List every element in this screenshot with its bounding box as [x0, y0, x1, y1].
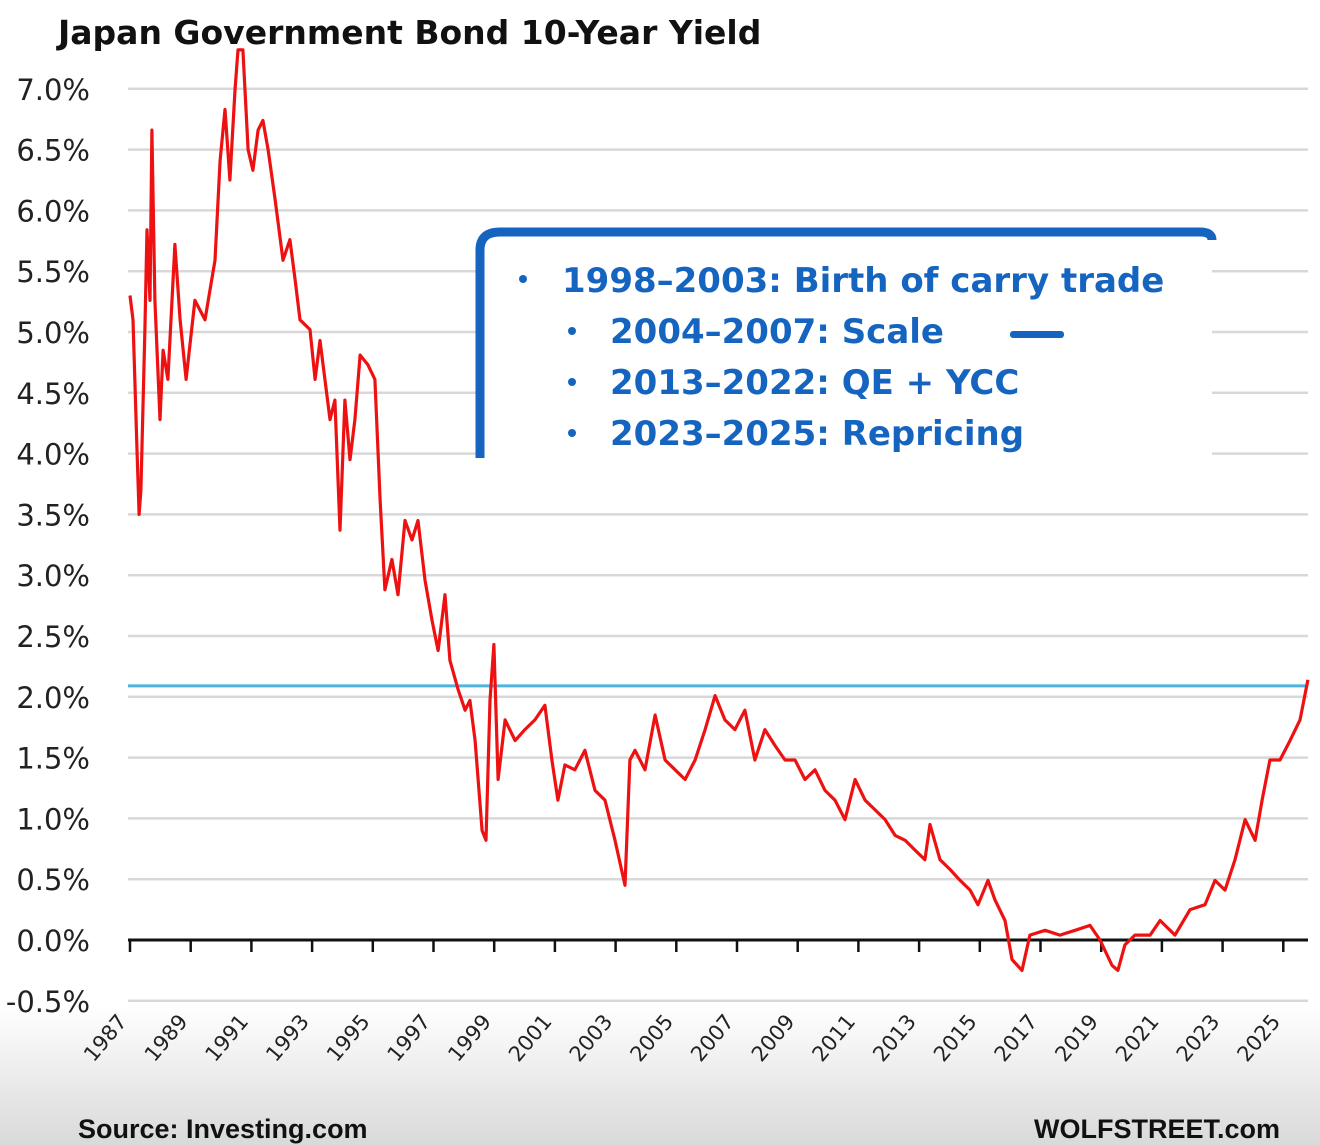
y-tick-label: 6.0% [16, 194, 90, 228]
y-tick-label: 0.0% [16, 924, 90, 958]
bullet-icon [519, 275, 527, 283]
annotation-box-border [475, 227, 1217, 458]
y-tick-label: 0.5% [16, 863, 90, 897]
annotation-item: 1998–2003: Birth of carry trade [562, 261, 1164, 301]
y-tick-label: 4.0% [16, 438, 90, 472]
source-label: Source: Investing.com [78, 1114, 368, 1144]
annotation-item: 2004–2007: Scale [610, 312, 944, 352]
y-tick-label: 3.0% [16, 559, 90, 593]
y-tick-label: 2.5% [16, 620, 90, 654]
y-tick-label: 1.5% [16, 742, 90, 776]
gridlines [128, 87, 1308, 1003]
y-tick-label: 5.0% [16, 316, 90, 350]
annotation-item: 2013–2022: QE + YCC [610, 363, 1019, 403]
y-tick-label: 2.0% [16, 681, 90, 715]
annotation-box: 1998–2003: Birth of carry trade 2004–200… [475, 227, 1217, 462]
chart-title: Japan Government Bond 10-Year Yield [56, 13, 761, 52]
y-tick-label: 4.5% [16, 377, 90, 411]
y-tick-label: -0.5% [6, 985, 90, 1019]
bullet-icon [568, 429, 576, 437]
bullet-icon [568, 378, 576, 386]
y-tick-label: 5.5% [16, 255, 90, 289]
y-tick-label: 6.5% [16, 134, 90, 168]
y-tick-label: 7.0% [16, 73, 90, 107]
annotation-item: 2023–2025: Repricing [610, 414, 1024, 454]
bullet-icon [568, 327, 576, 335]
brand-label: WOLFSTREET.com [1034, 1114, 1280, 1144]
y-tick-label: 1.0% [16, 802, 90, 836]
footer-background [0, 1005, 1320, 1146]
annotation-dash [1010, 331, 1064, 338]
y-tick-label: 3.5% [16, 498, 90, 532]
yield-series-line [128, 48, 1310, 973]
y-axis-labels: 7.0% 6.5% 6.0% 5.5% 5.0% 4.5% 4.0% 3.5% 3.0% 2.5%… [6, 73, 90, 1019]
x-axis [128, 938, 1308, 952]
